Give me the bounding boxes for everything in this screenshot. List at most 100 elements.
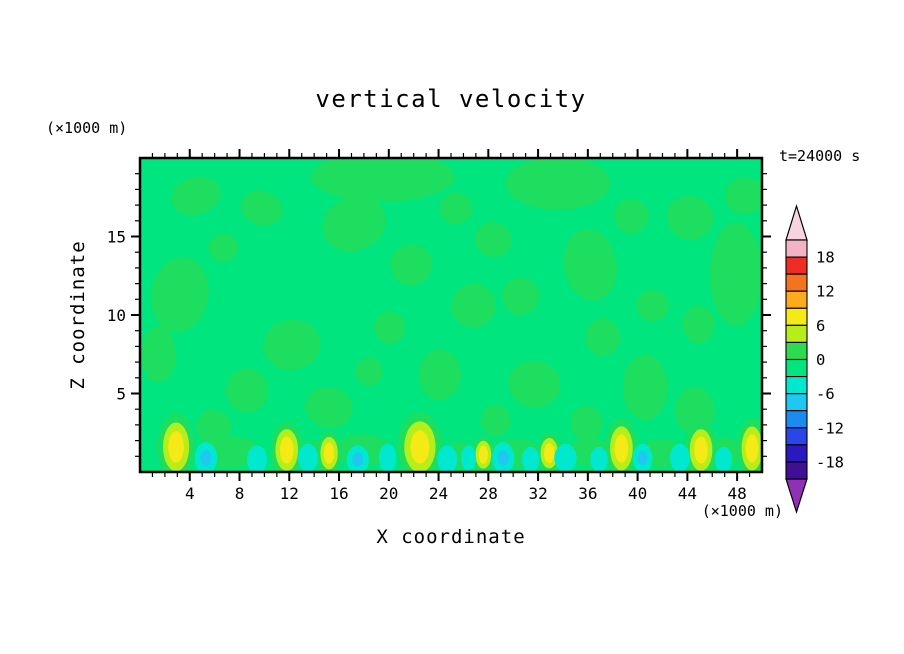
downdraft-outer <box>246 445 267 472</box>
weak-updraft-patch <box>355 357 383 386</box>
colorbar-segment <box>785 427 808 446</box>
colorbar-segment <box>785 256 808 275</box>
x-tick-label: 28 <box>479 484 498 503</box>
weak-updraft-patch <box>141 325 177 383</box>
colorbar-segment <box>785 239 808 258</box>
weak-updraft-patch <box>724 176 762 215</box>
weak-updraft-patch <box>263 319 321 371</box>
y-tick-label: 5 <box>116 385 126 404</box>
plot-frame <box>138 156 764 474</box>
downdraft-outer <box>590 446 608 472</box>
colorbar-under-arrow <box>785 478 808 514</box>
colorbar-segment <box>785 376 808 395</box>
contour-field <box>140 158 762 472</box>
colorbar-label: 18 <box>816 249 835 267</box>
y-tick-label: 15 <box>107 228 126 247</box>
updraft-core <box>323 442 335 464</box>
updraft-core <box>614 434 629 463</box>
x-tick-label: 36 <box>578 484 597 503</box>
weak-updraft-patch <box>439 192 473 224</box>
x-tick-label: 24 <box>429 484 448 503</box>
x-axis-label: X coordinate <box>376 526 525 548</box>
weak-updraft-patch <box>373 311 407 344</box>
x-tick-label: 48 <box>727 484 746 503</box>
weak-updraft-patch <box>241 190 283 227</box>
colorbar-label: 0 <box>816 351 825 369</box>
updraft-core <box>279 436 294 464</box>
weak-updraft-patch <box>505 158 611 210</box>
colorbar-segment <box>785 290 808 309</box>
x-tick-label: 16 <box>329 484 348 503</box>
colorbar-over-arrow <box>785 203 808 241</box>
weak-updraft-patch <box>563 228 617 301</box>
plot-border <box>138 156 764 474</box>
weak-updraft-patch <box>150 257 209 333</box>
x-tick-label: 8 <box>235 484 245 503</box>
updraft-core <box>410 430 430 464</box>
updraft-core <box>168 431 184 463</box>
weak-updraft-patch <box>613 198 649 234</box>
weak-updraft-patch <box>570 406 603 441</box>
colorbar-label: -6 <box>816 385 835 403</box>
updraft-core <box>478 445 489 464</box>
downdraft-outer <box>669 443 690 472</box>
weak-updraft-patch <box>171 176 221 215</box>
y-tick-label: 10 <box>107 306 126 325</box>
downdraft-outer <box>437 445 458 472</box>
weak-updraft-patch <box>225 368 269 413</box>
colorbar-label: 6 <box>816 317 825 335</box>
colorbar-segment <box>785 461 808 480</box>
downdraft-outer <box>297 443 318 472</box>
weak-updraft-patch <box>390 244 433 286</box>
weak-updraft-patch <box>622 354 668 421</box>
x-tick-label: 4 <box>185 484 195 503</box>
downdraft-outer <box>460 445 476 471</box>
weak-updraft-patch <box>208 233 239 262</box>
updraft-core <box>745 434 759 463</box>
weak-updraft-patch <box>310 158 455 202</box>
downdraft-core <box>637 450 648 465</box>
weak-updraft-patch <box>585 318 621 356</box>
weak-updraft-patch <box>451 283 496 328</box>
downdraft-core <box>352 452 364 467</box>
downdraft-outer <box>521 446 540 472</box>
colorbar-segment <box>785 324 808 343</box>
weak-updraft-patch <box>682 305 715 344</box>
x-tick-label: 12 <box>280 484 299 503</box>
colorbar-segment <box>785 341 808 361</box>
y-axis-label: Z coordinate <box>67 240 89 389</box>
colorbar-segment <box>785 273 808 292</box>
weak-updraft-patch <box>636 289 669 322</box>
colorbar-segment <box>785 358 808 378</box>
colorbar-label: -18 <box>816 453 844 471</box>
colorbar-segment <box>785 393 808 412</box>
weak-updraft-patch <box>418 349 461 400</box>
weak-updraft-patch <box>502 277 540 315</box>
colorbar-segment <box>785 307 808 326</box>
time-annotation: t=24000 s <box>779 147 860 165</box>
weak-updraft-patch <box>474 222 512 258</box>
downdraft-outer <box>554 443 577 472</box>
x-tick-label: 32 <box>528 484 547 503</box>
colorbar-segment <box>785 410 808 429</box>
weak-updraft-patch <box>305 386 353 429</box>
chart-title: vertical velocity <box>315 85 586 113</box>
colorbar-label: 12 <box>816 283 835 301</box>
weak-updraft-patch <box>480 404 511 436</box>
updraft-core <box>694 436 708 464</box>
x-unit-label: (×1000 m) <box>702 502 783 520</box>
downdraft-core <box>200 450 212 466</box>
weak-updraft-patch <box>666 195 714 240</box>
colorbar-label: -12 <box>816 419 844 437</box>
colorbar: 18 12 6 0 -6 -12 -18 <box>785 203 844 514</box>
x-tick-label: 40 <box>628 484 647 503</box>
x-tick-label: 20 <box>379 484 398 503</box>
weak-updraft-patch <box>322 196 386 252</box>
updraft-core <box>544 443 555 463</box>
weak-updraft-patch <box>195 409 231 444</box>
y-unit-label: (×1000 m) <box>46 119 127 137</box>
colorbar-segment <box>785 444 808 463</box>
